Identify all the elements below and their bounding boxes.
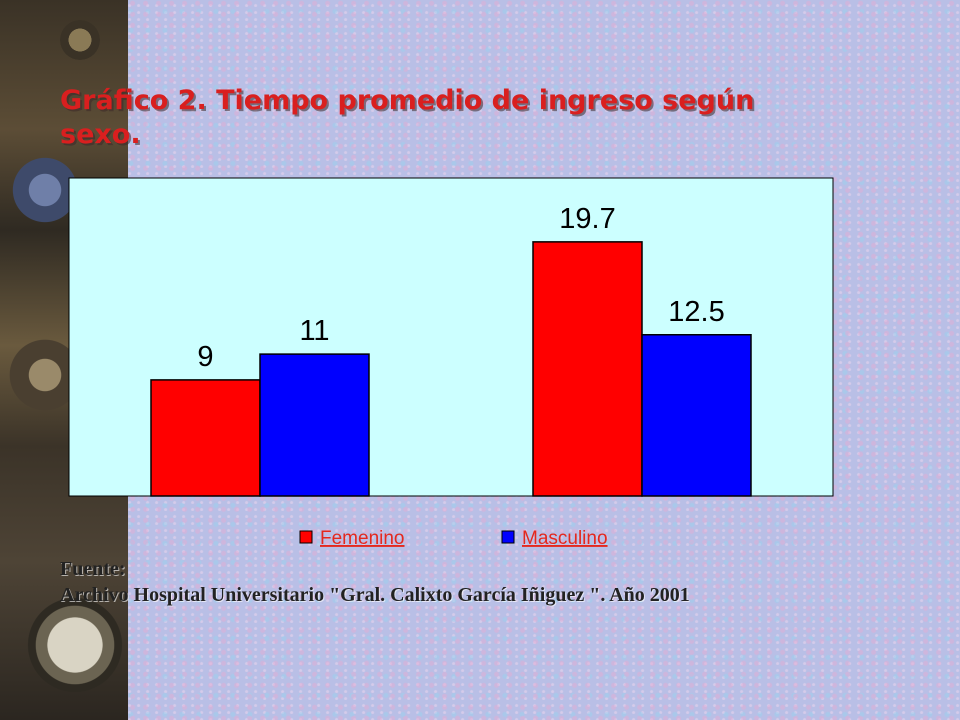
button-decoration	[60, 20, 100, 60]
data-label-masculino-0: 11	[299, 315, 329, 347]
source-note: Fuente: Archivo Hospital Universitario "…	[60, 556, 940, 608]
bar-femenino-0	[150, 379, 261, 497]
bars-group	[150, 241, 752, 497]
legend-label-masculino: Masculino	[522, 528, 608, 549]
legend-swatch-femenino	[299, 530, 313, 544]
compass-decoration	[20, 590, 130, 700]
source-text: Archivo Hospital Universitario "Gral. Ca…	[60, 584, 690, 606]
data-label-femenino-0: 9	[197, 341, 213, 373]
data-label-femenino-1: 19.7	[559, 203, 615, 235]
value-labels-group: 9 11 19.7 12.5	[197, 203, 724, 373]
bar-femenino-1	[532, 241, 643, 497]
data-label-masculino-1: 12.5	[668, 296, 724, 328]
slide-title: Gráfico 2. Tiempo promedio de ingreso se…	[60, 85, 755, 150]
legend: Femenino Masculino	[299, 528, 608, 549]
medal-decoration	[10, 150, 80, 230]
legend-swatch-masculino	[501, 530, 515, 544]
bar-masculino-0	[259, 353, 370, 497]
source-label: Fuente:	[60, 558, 126, 580]
legend-label-femenino: Femenino	[320, 528, 405, 549]
bar-masculino-1	[641, 334, 752, 497]
